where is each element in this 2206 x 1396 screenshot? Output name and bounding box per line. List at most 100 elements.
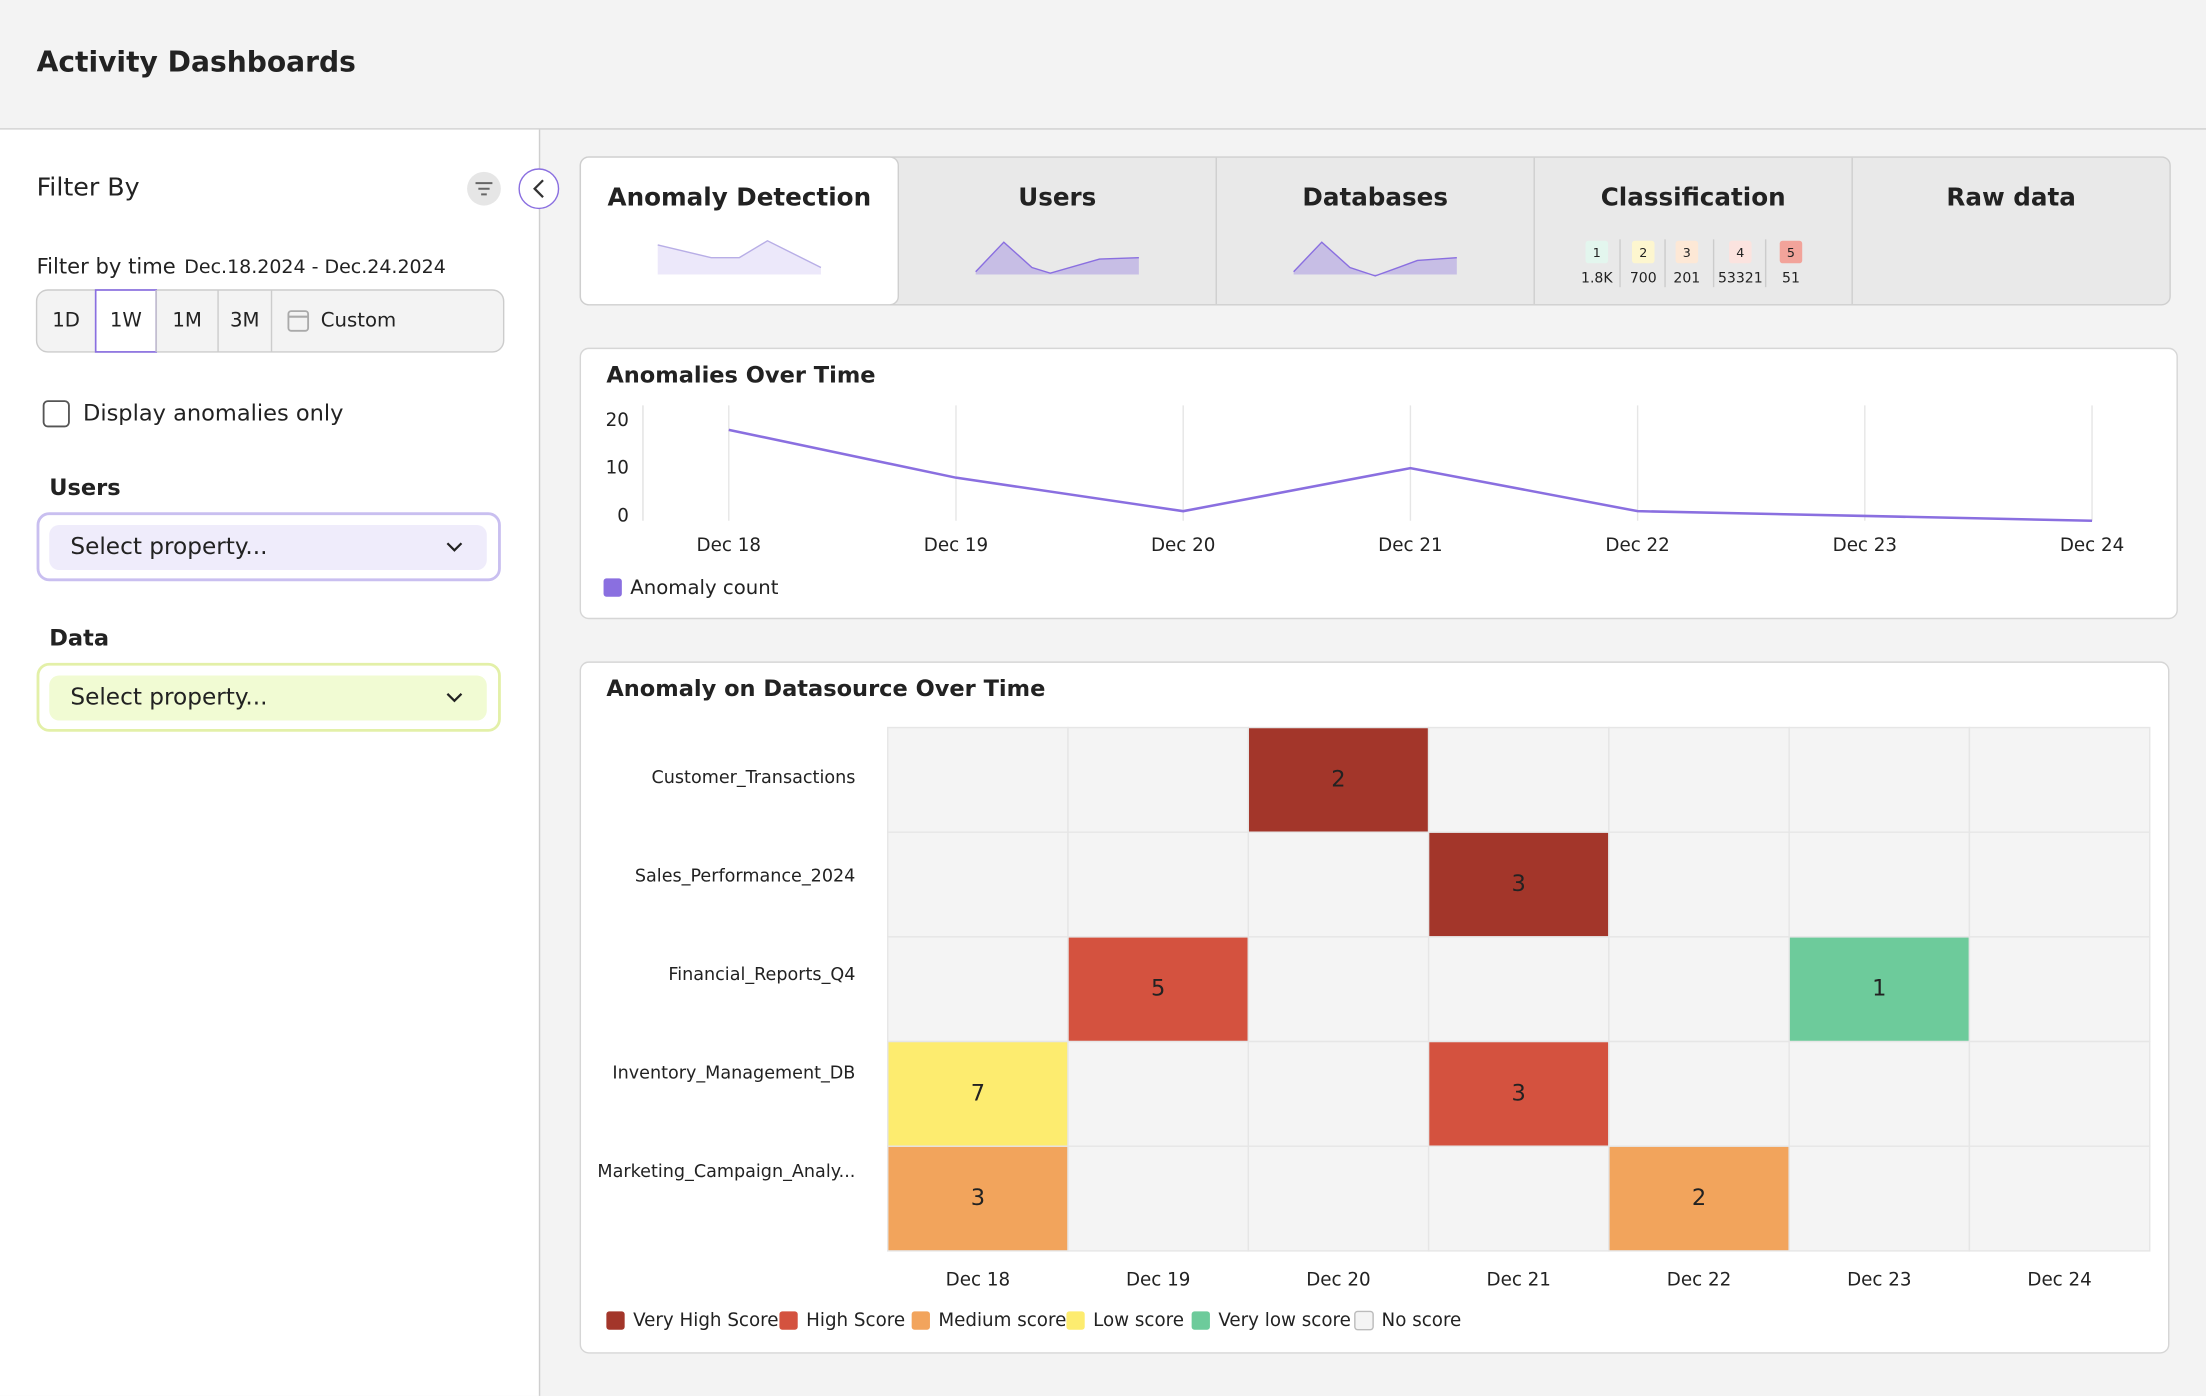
tab-sparkline	[657, 239, 822, 269]
heatmap-cell	[1427, 726, 1610, 833]
tab[interactable]	[1852, 157, 2170, 305]
badge	[1729, 240, 1752, 264]
heatmap-cell	[1788, 1040, 1971, 1147]
checkbox[interactable]	[42, 400, 70, 428]
checkbox-label: Display anomalies only	[83, 400, 343, 426]
row-label: Inventory_Management_DB	[612, 1064, 855, 1084]
legend-swatch	[1191, 1311, 1210, 1330]
legend-label: High Score	[806, 1310, 905, 1331]
heatmap-cell	[1968, 1040, 2151, 1147]
y-tick-label: 10	[606, 458, 629, 479]
select-chevron	[446, 542, 463, 552]
badge	[1585, 240, 1609, 264]
collapse-icon	[533, 179, 544, 198]
tab-label[interactable]: Users	[1018, 183, 1096, 212]
heatmap-cell	[887, 936, 1069, 1043]
badge	[1779, 240, 1803, 264]
y-tick-label: 0	[617, 506, 629, 527]
time-option[interactable]: 1M	[172, 308, 202, 331]
heatmap-cell	[1427, 1040, 1610, 1147]
heatmap-cell	[1247, 1040, 1430, 1147]
heatmap-cell	[1788, 726, 1971, 833]
heatmap-cell	[1247, 831, 1430, 938]
legend-swatch	[606, 1311, 625, 1330]
tab-sparkline	[975, 241, 1139, 274]
tab-label[interactable]: Databases	[1302, 183, 1448, 212]
line-series	[728, 428, 2093, 522]
legend-label: No score	[1382, 1310, 1462, 1331]
legend-label: Very low score	[1218, 1310, 1351, 1331]
tab-active[interactable]	[579, 156, 900, 306]
cell-value: 3	[1512, 1080, 1526, 1106]
x-tick-label: Dec 19	[924, 535, 988, 556]
badge-label: 5	[1787, 245, 1795, 260]
tab-label[interactable]: Anomaly Detection	[608, 183, 872, 212]
sidebar-title: Filter By	[37, 172, 140, 202]
time-option[interactable]: 3M	[230, 308, 260, 331]
badge-label: 4	[1736, 245, 1744, 260]
row-label: Sales_Performance_2024	[635, 867, 855, 887]
cell-value: 2	[1331, 766, 1345, 792]
time-custom[interactable]: Custom	[321, 308, 396, 331]
legend-label: Very High Score	[633, 1310, 778, 1331]
time-option[interactable]: 1D	[52, 308, 80, 331]
time-range: Dec.18.2024 - Dec.24.2024	[184, 256, 445, 278]
x-tick-label: Dec 20	[1306, 1269, 1370, 1290]
heatmap-cell	[1788, 936, 1971, 1043]
tab[interactable]	[1216, 157, 1534, 305]
tab-sparkline-area	[1293, 242, 1457, 276]
heatmap-cell	[1067, 831, 1250, 938]
row-label: Customer_Transactions	[651, 768, 855, 788]
tab[interactable]	[898, 157, 1216, 305]
select-placeholder: Select property...	[70, 533, 267, 560]
legend-label: Medium score	[938, 1310, 1066, 1331]
heatmap-cell	[887, 1040, 1069, 1147]
badge-label: 1	[1593, 245, 1601, 260]
heatmap-cell	[1608, 726, 1790, 833]
page-title: Activity Dashboards	[37, 45, 356, 78]
x-tick-label: Dec 21	[1378, 535, 1442, 556]
x-tick-label: Dec 22	[1667, 1269, 1731, 1290]
heatmap-cell	[1608, 1040, 1790, 1147]
heatmap-cell	[1968, 831, 2151, 938]
heatmap-cell	[1968, 1145, 2151, 1252]
select-input[interactable]	[49, 675, 487, 721]
heatmap-cell	[1067, 726, 1250, 833]
heatmap-cell	[1608, 831, 1790, 938]
tab-sparkline-area	[975, 242, 1139, 275]
cell-value: 2	[1692, 1185, 1706, 1211]
legend-swatch	[779, 1311, 798, 1330]
cell-value: 5	[1151, 976, 1165, 1002]
select-label: Users	[49, 475, 120, 501]
heatmap-cell	[887, 1145, 1069, 1252]
x-tick-label: Dec 24	[2027, 1269, 2091, 1290]
calendar-icon	[287, 310, 310, 332]
tab-label[interactable]: Classification	[1601, 183, 1786, 212]
legend-swatch	[1066, 1311, 1085, 1330]
select-label: Data	[49, 625, 109, 651]
x-tick-label: Dec 23	[1833, 535, 1897, 556]
badge-count: 700	[1630, 271, 1657, 287]
heatmap-cell	[1788, 1145, 1971, 1252]
heatmap-cell	[1067, 1145, 1250, 1252]
chart-title: Anomalies Over Time	[606, 362, 875, 388]
heatmap-cell	[1968, 726, 2151, 833]
heatmap-cell	[1247, 936, 1430, 1043]
collapse-button[interactable]	[518, 168, 560, 210]
select-chevron	[446, 692, 463, 703]
x-tick-label: Dec 21	[1487, 1269, 1551, 1290]
chart-card	[579, 347, 2178, 620]
time-option[interactable]: 1W	[110, 308, 142, 331]
badge	[1631, 240, 1655, 264]
badge-count: 201	[1673, 271, 1700, 287]
cell-value: 1	[1872, 976, 1886, 1002]
tab-sparkline	[1293, 241, 1457, 277]
tab-label[interactable]: Raw data	[1946, 183, 2075, 212]
x-tick-label: Dec 18	[946, 1269, 1010, 1290]
x-tick-label: Dec 23	[1847, 1269, 1911, 1290]
heatmap-cell	[1427, 1145, 1610, 1252]
heatmap-cell	[1788, 831, 1971, 938]
legend-label: Low score	[1093, 1310, 1184, 1331]
select-input[interactable]	[49, 524, 487, 570]
